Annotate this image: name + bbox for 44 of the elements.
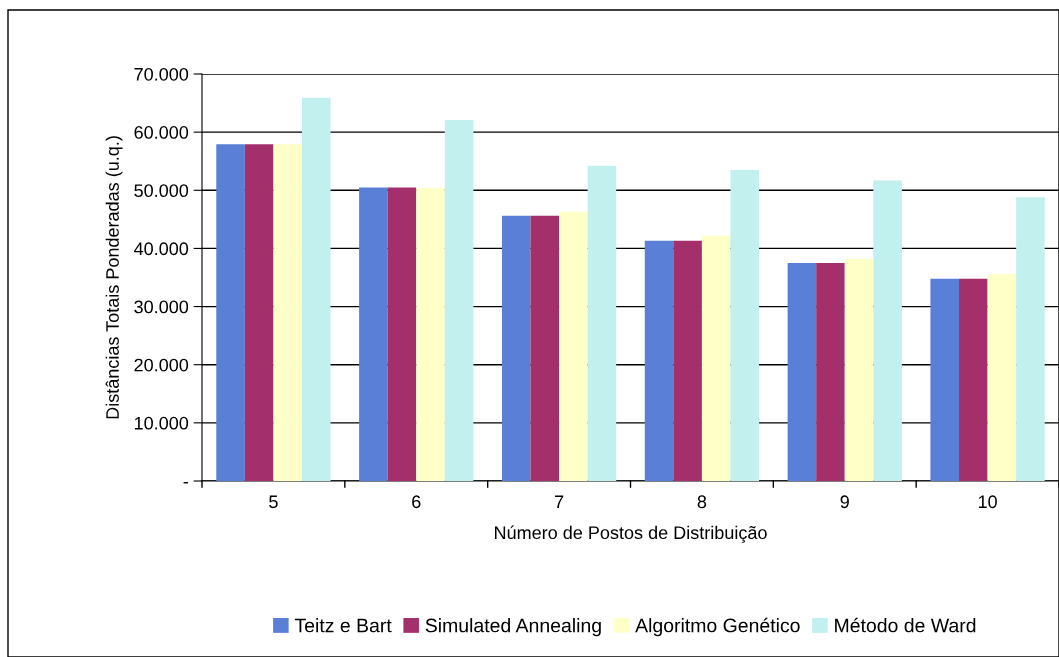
bar — [530, 215, 560, 481]
y-tick-label: 10.000 — [134, 416, 189, 430]
legend-label: Teitz e Bart — [294, 618, 392, 633]
y-tick-label: 40.000 — [134, 242, 189, 256]
bar — [730, 169, 760, 481]
bar — [787, 262, 817, 481]
bar — [644, 240, 674, 481]
bar — [816, 262, 845, 481]
legend-label: Simulated Annealing — [425, 618, 601, 637]
legend-label: Método de Ward — [835, 617, 976, 633]
bar — [873, 180, 902, 481]
x-tick-label: 7 — [554, 495, 564, 508]
bar — [501, 215, 531, 481]
y-tick-label: 60.000 — [134, 126, 189, 139]
bar — [587, 165, 617, 481]
x-tick-label: 8 — [697, 495, 707, 509]
bar — [216, 144, 245, 481]
y-tick-label: 30.000 — [134, 300, 189, 314]
bar — [273, 144, 302, 481]
bar — [244, 144, 274, 481]
bar — [987, 274, 1017, 481]
bar — [844, 258, 874, 481]
y-tick-label: 70.000 — [134, 67, 189, 81]
bar — [444, 119, 474, 481]
y-axis-title: Distâncias Totais Ponderadas (u.q.) — [105, 136, 123, 419]
bar — [673, 240, 702, 481]
bar — [387, 187, 417, 481]
bar — [416, 187, 445, 481]
x-axis-title: Número de Postos de Distribuição — [495, 525, 767, 543]
y-tick-label: 50.000 — [134, 184, 189, 198]
bar — [959, 278, 988, 481]
bar — [701, 235, 731, 481]
legend-label: Algoritmo Genético — [635, 617, 800, 637]
bar — [359, 187, 388, 481]
x-tick-label: 5 — [269, 495, 278, 509]
x-tick-label: 9 — [840, 495, 849, 509]
x-tick-label: 6 — [412, 495, 421, 509]
bar — [1016, 197, 1045, 481]
bar — [930, 278, 960, 481]
bar — [559, 211, 588, 481]
x-tick-label: 10 — [978, 495, 997, 509]
bar — [301, 97, 331, 481]
y-tick-label: - — [183, 482, 188, 484]
y-tick-label: 20.000 — [134, 358, 189, 372]
